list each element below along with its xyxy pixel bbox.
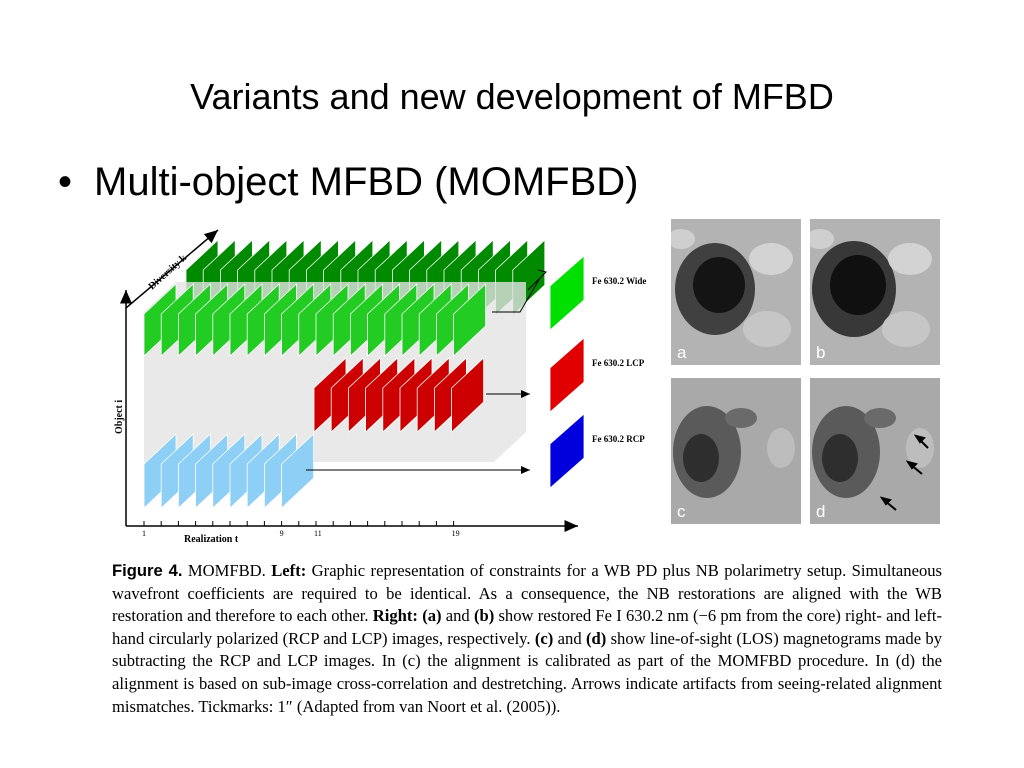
figure-label: Figure 4.: [112, 561, 183, 580]
frames-red: [313, 357, 484, 433]
channel-frame: [549, 255, 585, 331]
caption-text: Graphic representation of constraints fo…: [112, 561, 943, 626]
panel-a: a: [671, 219, 801, 365]
panel-c-letter: c: [677, 502, 686, 521]
caption-d-label: (d): [585, 628, 607, 648]
panel-b-letter: b: [816, 343, 826, 362]
caption-text: and: [441, 606, 474, 626]
caption-right-label: Right:: [372, 606, 418, 626]
channel-frame: [549, 337, 585, 413]
figure-caption: Figure 4. MOMFBD. Left: Graphic represen…: [112, 560, 942, 718]
momfbd-constraint-diagram: Diversity k Object i Realization t 1 9 11 1…: [114, 229, 646, 545]
channel-frames: Fe 630.2 Wide Fe 630.2 LCP Fe 630.2 RCP: [549, 255, 646, 489]
channel-label: Fe 630.2 RCP: [592, 434, 645, 444]
channel-label: Fe 630.2 LCP: [592, 358, 645, 368]
channel-label: Fe 630.2 Wide: [592, 276, 646, 286]
panel-c: c: [671, 378, 801, 524]
panel-b-image: [810, 219, 940, 365]
panel-a-image: [671, 219, 801, 365]
panel-c-image: [671, 378, 801, 524]
caption-a-label: (a): [422, 606, 442, 626]
rcp-frame: [281, 433, 314, 509]
frames-blue: [143, 433, 314, 509]
x-tick-label: 19: [452, 529, 460, 538]
caption-text: show restored Fe I 630.2 nm (−6 pm from …: [112, 606, 942, 648]
caption-c-label: (c): [534, 628, 554, 648]
bullet-text: Multi-object MFBD (MOMFBD): [94, 160, 639, 204]
wide-connector: [492, 269, 547, 313]
x-tick-label: 9: [280, 529, 284, 538]
y-axis-label: Object i: [114, 400, 125, 434]
frames-green: [143, 283, 486, 357]
panel-d-image: [810, 378, 940, 524]
x-tick-label: 11: [314, 529, 322, 538]
caption-text: and: [553, 628, 586, 648]
x-tick-label: 1: [142, 529, 146, 538]
caption-left-label: Left:: [271, 561, 307, 580]
x-ticks: 1 9 11 19: [142, 521, 460, 538]
caption-b-label: (b): [473, 606, 495, 626]
wb-frame: [453, 283, 486, 357]
panel-b: b: [810, 219, 940, 365]
panel-d-letter: d: [816, 502, 826, 521]
diversity-axis: [125, 229, 219, 309]
panel-a-letter: a: [677, 343, 687, 362]
slide-title: Variants and new development of MFBD: [190, 76, 834, 117]
caption-text: show line-of-sight (LOS) magnetograms ma…: [112, 628, 942, 716]
bullet-item: • Multi-object MFBD (MOMFBD): [58, 160, 638, 212]
channel-frame: [549, 413, 585, 489]
caption-text: MOMFBD.: [182, 561, 272, 580]
lcp-frame: [451, 357, 484, 433]
x-axis-label: Realization t: [184, 534, 239, 545]
bullet-dot-icon: •: [58, 160, 73, 204]
panel-d: d: [810, 378, 940, 524]
